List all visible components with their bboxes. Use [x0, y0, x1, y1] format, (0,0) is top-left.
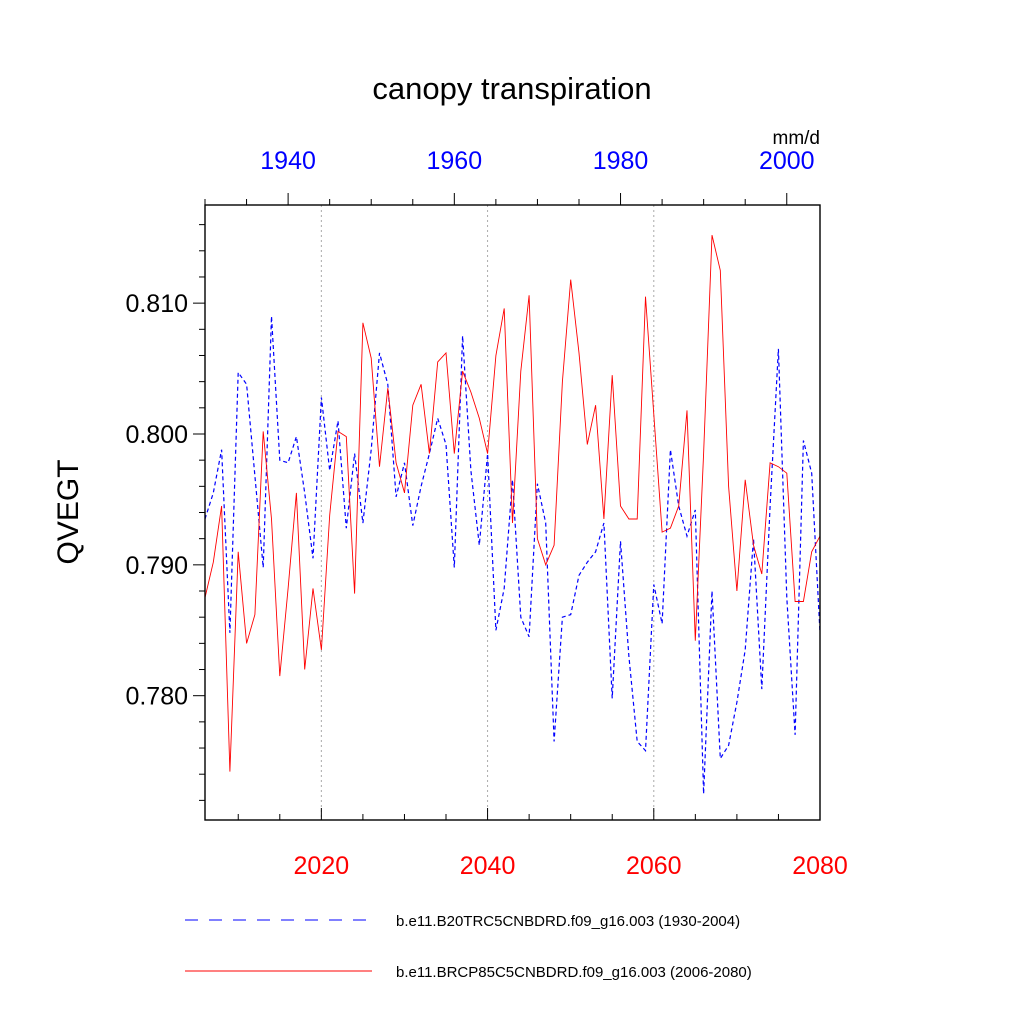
series-line-1: [204, 316, 821, 794]
y-tick-label: 0.810: [125, 290, 188, 318]
bottom-tick-label: 2020: [294, 852, 350, 880]
top-tick-label: 2000: [759, 147, 815, 175]
top-tick-label: 1960: [427, 147, 483, 175]
top-tick-label: 1940: [260, 147, 316, 175]
series-lines: [204, 234, 821, 794]
bottom-tick-label: 2040: [460, 852, 516, 880]
bottom-tick-label: 2060: [626, 852, 682, 880]
series-line-2: [204, 234, 821, 772]
y-tick-label: 0.780: [125, 683, 188, 711]
units-label: mm/d: [773, 128, 821, 149]
legend: b.e11.B20TRC5CNBDRD.f09_g16.003 (1930-20…: [185, 913, 752, 981]
legend-label-2: b.e11.BRCP85C5CNBDRD.f09_g16.003 (2006-2…: [396, 964, 752, 981]
chart-title: canopy transpiration: [372, 71, 651, 106]
y-axis-label: QVEGT: [52, 459, 85, 564]
bottom-tick-label: 2080: [792, 852, 848, 880]
ticks: [193, 193, 821, 820]
y-tick-label: 0.800: [125, 421, 188, 449]
tick-labels: 2020 2040 2060 2080 1940 1960 1980 2000 0.780 0.7…: [125, 147, 847, 880]
legend-label-1: b.e11.B20TRC5CNBDRD.f09_g16.003 (1930-20…: [396, 913, 740, 930]
y-tick-label: 0.790: [125, 552, 188, 580]
top-tick-label: 1980: [593, 147, 649, 175]
